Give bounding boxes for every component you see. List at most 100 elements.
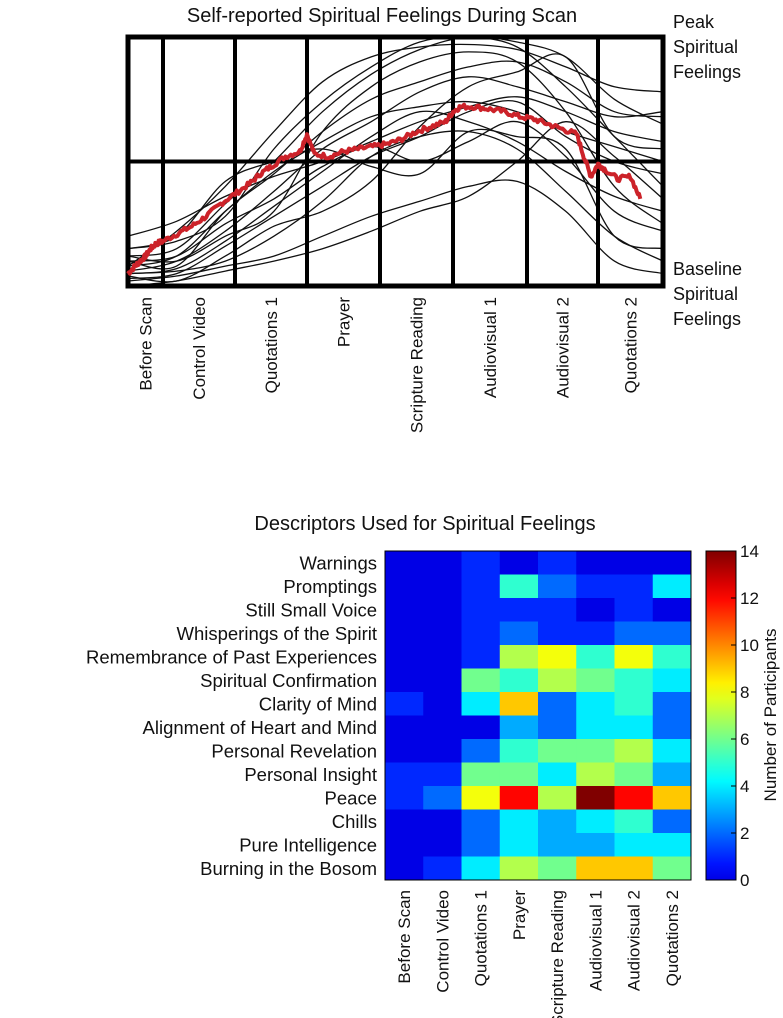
- cell-clarity-of-mind-scripture-reading: [538, 692, 577, 716]
- cell-spiritual-confirmation-quotations-1: [461, 668, 501, 693]
- colorbar-tick-10: 10: [740, 636, 759, 655]
- individual-line-4: [127, 36, 664, 257]
- individual-line-6: [127, 179, 664, 282]
- cell-still-small-voice-quotations-2: [652, 598, 692, 622]
- colorbar-tick-0: 0: [740, 871, 749, 890]
- cell-burning-in-the-bosom-quotations-2: [652, 856, 692, 881]
- colorbar-tick-14: 14: [740, 542, 759, 561]
- cell-personal-revelation-quotations-1: [461, 739, 501, 763]
- cell-chills-before-scan: [385, 809, 424, 834]
- x-label-control-video: Control Video: [190, 297, 209, 400]
- individual-line-9: [127, 100, 664, 280]
- cell-alignment-of-heart-and-mind-audiovisual-2: [614, 715, 654, 740]
- colorbar-tick-12: 12: [740, 589, 759, 608]
- cell-peace-audiovisual-1: [576, 786, 615, 810]
- cell-pure-intelligence-quotations-1: [461, 833, 501, 857]
- cell-promptings-control-video: [423, 574, 462, 599]
- cell-clarity-of-mind-quotations-1: [461, 692, 501, 716]
- cell-clarity-of-mind-prayer: [499, 692, 539, 716]
- cell-still-small-voice-audiovisual-2: [614, 598, 654, 622]
- cell-pure-intelligence-control-video: [423, 833, 462, 857]
- cell-remembrance-of-past-experiences-prayer: [499, 645, 539, 669]
- mean-line-path: [126, 102, 643, 276]
- cell-peace-before-scan: [385, 786, 424, 810]
- mean-line: [126, 102, 643, 276]
- cell-clarity-of-mind-quotations-2: [652, 692, 692, 716]
- x-label-scripture-reading: Scripture Reading: [408, 297, 427, 433]
- cell-whisperings-of-the-spirit-audiovisual-1: [576, 621, 615, 646]
- heatmap-col-labels: Before Scan Control Video Quotations 1 Pray…: [395, 890, 682, 1018]
- cell-spiritual-confirmation-prayer: [499, 668, 539, 693]
- row-label-whisperings-of-the-spirit: Whisperings of the Spirit: [176, 623, 377, 644]
- col-label-audiovisual-2: Audiovisual 2: [625, 890, 644, 991]
- individual-line-14: [127, 100, 664, 267]
- col-label-quotations-2: Quotations 2: [663, 890, 682, 986]
- cell-warnings-scripture-reading: [538, 551, 577, 575]
- individual-line-5: [127, 43, 664, 267]
- cell-remembrance-of-past-experiences-quotations-1: [461, 645, 501, 669]
- individual-line-2: [127, 60, 664, 270]
- cell-warnings-quotations-2: [652, 551, 692, 575]
- cell-personal-insight-control-video: [423, 762, 462, 787]
- cell-promptings-scripture-reading: [538, 574, 577, 599]
- colorbar: [705, 550, 737, 881]
- individual-line-11: [127, 53, 664, 283]
- cell-whisperings-of-the-spirit-scripture-reading: [538, 621, 577, 646]
- row-label-personal-insight: Personal Insight: [244, 764, 377, 785]
- cell-personal-revelation-scripture-reading: [538, 739, 577, 763]
- cell-peace-control-video: [423, 786, 462, 810]
- cell-personal-revelation-prayer: [499, 739, 539, 763]
- cell-whisperings-of-the-spirit-quotations-1: [461, 621, 501, 646]
- individual-line-13: [127, 121, 664, 287]
- cell-still-small-voice-quotations-1: [461, 598, 501, 622]
- cell-spiritual-confirmation-audiovisual-2: [614, 668, 654, 693]
- cell-pure-intelligence-before-scan: [385, 833, 424, 857]
- cell-personal-revelation-control-video: [423, 739, 462, 763]
- heatmap-chart: Descriptors Used for Spiritual Feelings …: [86, 513, 780, 1018]
- cell-burning-in-the-bosom-audiovisual-2: [614, 856, 654, 881]
- cell-whisperings-of-the-spirit-audiovisual-2: [614, 621, 654, 646]
- cell-alignment-of-heart-and-mind-control-video: [423, 715, 462, 740]
- cell-still-small-voice-control-video: [423, 598, 462, 622]
- cell-remembrance-of-past-experiences-scripture-reading: [538, 645, 577, 669]
- x-label-prayer: Prayer: [335, 297, 354, 347]
- cell-alignment-of-heart-and-mind-prayer: [499, 715, 539, 740]
- x-label-audiovisual-1: Audiovisual 1: [481, 297, 500, 398]
- col-label-before-scan: Before Scan: [395, 890, 414, 984]
- cell-warnings-audiovisual-1: [576, 551, 615, 575]
- cell-still-small-voice-audiovisual-1: [576, 598, 615, 622]
- cell-personal-revelation-before-scan: [385, 739, 424, 763]
- cell-alignment-of-heart-and-mind-audiovisual-1: [576, 715, 615, 740]
- individual-line-10: [127, 120, 664, 262]
- cell-burning-in-the-bosom-before-scan: [385, 856, 424, 881]
- line-chart-title: Self-reported Spiritual Feelings During …: [187, 5, 577, 27]
- cell-remembrance-of-past-experiences-quotations-2: [652, 645, 692, 669]
- x-label-before-scan: Before Scan: [137, 297, 156, 391]
- colorbar-label: Number of Participants: [761, 629, 780, 802]
- cell-remembrance-of-past-experiences-before-scan: [385, 645, 424, 669]
- cell-chills-quotations-1: [461, 809, 501, 834]
- cell-chills-control-video: [423, 809, 462, 834]
- individual-line-16: [127, 51, 664, 263]
- heatmap-cells: [385, 551, 692, 881]
- cell-remembrance-of-past-experiences-audiovisual-2: [614, 645, 654, 669]
- cell-burning-in-the-bosom-audiovisual-1: [576, 856, 615, 881]
- row-label-spiritual-confirmation: Spiritual Confirmation: [200, 670, 377, 691]
- cell-whisperings-of-the-spirit-quotations-2: [652, 621, 692, 646]
- row-label-peace: Peace: [325, 787, 377, 808]
- x-label-audiovisual-2: Audiovisual 2: [554, 297, 573, 398]
- baseline-label-line-2: Spiritual: [673, 284, 738, 304]
- cell-peace-quotations-1: [461, 786, 501, 810]
- cell-burning-in-the-bosom-scripture-reading: [538, 856, 577, 881]
- colorbar-tick-8: 8: [740, 683, 749, 702]
- cell-warnings-quotations-1: [461, 551, 501, 575]
- individual-line-12: [127, 36, 664, 250]
- cell-remembrance-of-past-experiences-audiovisual-1: [576, 645, 615, 669]
- cell-peace-prayer: [499, 786, 539, 810]
- peak-label-line-3: Feelings: [673, 62, 741, 82]
- cell-whisperings-of-the-spirit-prayer: [499, 621, 539, 646]
- cell-chills-scripture-reading: [538, 809, 577, 834]
- cell-peace-scripture-reading: [538, 786, 577, 810]
- peak-label-line-2: Spiritual: [673, 37, 738, 57]
